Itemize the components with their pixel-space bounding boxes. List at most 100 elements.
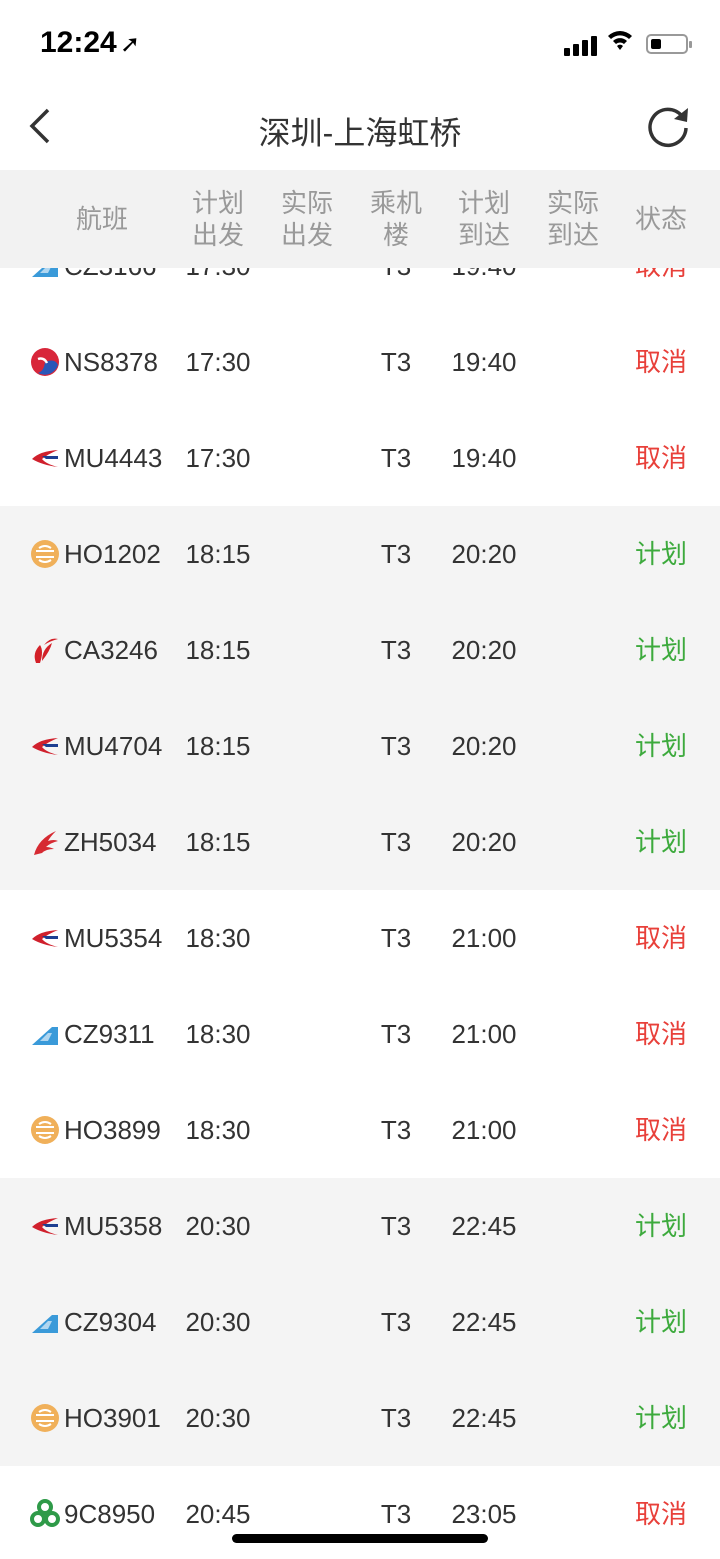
flight-row[interactable]: NS8378 17:30 T3 19:40 取消 <box>0 314 720 410</box>
status-badge: 计划 <box>634 827 687 857</box>
terminal: T3 <box>380 635 412 665</box>
plan-arrival: 19:40 <box>434 268 534 314</box>
flight-row[interactable]: HO1202 18:15 T3 20:20 计划 <box>0 506 720 602</box>
plan-arrival: 21:00 <box>451 923 517 953</box>
plan-arrival: 20:20 <box>451 635 517 665</box>
plan-departure: 20:30 <box>185 1403 251 1433</box>
battery-icon <box>646 34 692 54</box>
china-southern-logo-icon <box>30 1307 60 1337</box>
plan-arrival: 20:20 <box>451 539 517 569</box>
plan-arrival: 22:45 <box>451 1307 517 1337</box>
shenzhen-logo-icon <box>30 827 60 857</box>
col-terminal-label: 乘机楼 <box>369 188 422 250</box>
col-actual-arr: 实际到达 <box>533 170 613 268</box>
plan-departure: 18:15 <box>185 827 251 857</box>
status-badge: 取消 <box>634 1019 687 1049</box>
col-plan-dep-label: 计划出发 <box>191 188 244 250</box>
china-eastern-logo-icon <box>30 731 60 761</box>
flight-row[interactable]: HO3899 18:30 T3 21:00 取消 <box>0 1082 720 1178</box>
table-header: 航班 计划出发 实际出发 乘机楼 计划到达 实际到达 状态 <box>0 170 720 268</box>
col-status-label: 状态 <box>634 204 687 234</box>
flight-row[interactable]: MU4443 17:30 T3 19:40 取消 <box>0 410 720 506</box>
flight-code: 9C8950 <box>64 1499 156 1529</box>
flight-row[interactable]: CA3246 18:15 T3 20:20 计划 <box>0 602 720 698</box>
flight-code: MU5354 <box>64 923 163 953</box>
flight-row[interactable]: CZ9304 20:30 T3 22:45 计划 <box>0 1274 720 1370</box>
col-actual-arr-label: 实际到达 <box>546 188 599 250</box>
status-badge: 取消 <box>634 923 687 953</box>
hainan-logo-icon <box>30 347 60 377</box>
terminal: T3 <box>380 1115 412 1145</box>
status-bar: 12:24 ➚ <box>0 0 720 88</box>
terminal: T3 <box>380 731 412 761</box>
terminal: T3 <box>380 827 412 857</box>
plan-arrival: 21:00 <box>451 1019 517 1049</box>
flight-code: MU4704 <box>64 731 163 761</box>
flight-code: HO3899 <box>64 1115 161 1145</box>
flight-code: HO3901 <box>64 1403 161 1433</box>
status-badge: 取消 <box>634 1115 687 1145</box>
flight-row[interactable]: MU5354 18:30 T3 21:00 取消 <box>0 890 720 986</box>
china-southern-logo-icon <box>30 1019 60 1049</box>
status-badge: 计划 <box>634 731 687 761</box>
flight-row[interactable]: MU4704 18:15 T3 20:20 计划 <box>0 698 720 794</box>
home-indicator[interactable] <box>232 1534 488 1543</box>
plan-arrival: 20:20 <box>451 827 517 857</box>
flight-code: ZH5034 <box>64 827 157 857</box>
terminal: T3 <box>346 268 446 314</box>
status-badge: 计划 <box>634 1403 687 1433</box>
nav-bar: 深圳-上海虹桥 <box>0 88 720 170</box>
terminal: T3 <box>380 347 412 377</box>
flight-row[interactable]: HO3901 20:30 T3 22:45 计划 <box>0 1370 720 1466</box>
location-arrow-icon: ➚ <box>120 31 141 58</box>
terminal: T3 <box>380 1307 412 1337</box>
flight-row[interactable]: 9C8950 20:45 T3 23:05 取消 <box>0 1466 720 1559</box>
col-flight: 航班 <box>62 170 142 268</box>
status-badge: 计划 <box>634 1307 687 1337</box>
refresh-icon <box>648 107 688 148</box>
plan-departure: 17:30 <box>168 268 268 314</box>
refresh-button[interactable] <box>644 102 692 150</box>
flight-row[interactable]: MU5358 20:30 T3 22:45 计划 <box>0 1178 720 1274</box>
col-plan-arr-label: 计划到达 <box>457 188 510 250</box>
flight-row[interactable]: ZH5034 18:15 T3 20:20 计划 <box>0 794 720 890</box>
flight-code: MU5358 <box>64 1211 163 1241</box>
juneyao-logo-icon <box>30 1115 60 1145</box>
plan-departure: 20:30 <box>185 1307 251 1337</box>
flight-row[interactable]: CZ9311 18:30 T3 21:00 取消 <box>0 986 720 1082</box>
china-eastern-logo-icon <box>30 443 60 473</box>
status-badge: 计划 <box>634 539 687 569</box>
status-badge: 取消 <box>634 443 687 473</box>
col-terminal: 乘机楼 <box>356 170 436 268</box>
flight-code: CA3246 <box>64 635 158 665</box>
plan-arrival: 20:20 <box>451 731 517 761</box>
status-badge: 取消 <box>634 347 687 377</box>
flight-code: CZ3166 <box>64 268 157 314</box>
col-actual-dep: 实际出发 <box>267 170 347 268</box>
air-china-logo-icon <box>30 635 60 665</box>
terminal: T3 <box>380 1403 412 1433</box>
plan-departure: 20:30 <box>185 1211 251 1241</box>
plan-arrival: 19:40 <box>451 443 517 473</box>
col-flight-label: 航班 <box>75 204 128 234</box>
chevron-left-icon <box>29 108 50 144</box>
status-badge: 取消 <box>634 1499 687 1529</box>
spring-logo-icon <box>30 1499 60 1529</box>
col-actual-dep-label: 实际出发 <box>280 188 333 250</box>
plan-departure: 18:15 <box>185 635 251 665</box>
signal-icon <box>564 36 597 56</box>
status-time: 12:24 <box>40 26 117 59</box>
flight-code: NS8378 <box>64 347 158 377</box>
china-eastern-logo-icon <box>30 923 60 953</box>
flight-list[interactable]: CZ316617:30T319:40取消NS837817:30T319:40取消… <box>0 268 720 1559</box>
juneyao-logo-icon <box>30 539 60 569</box>
col-plan-dep: 计划出发 <box>178 170 258 268</box>
terminal: T3 <box>380 1019 412 1049</box>
plan-departure: 20:45 <box>185 1499 251 1529</box>
col-status: 状态 <box>621 170 701 268</box>
plan-arrival: 22:45 <box>451 1211 517 1241</box>
china-eastern-logo-icon <box>30 1211 60 1241</box>
terminal: T3 <box>380 443 412 473</box>
back-button[interactable] <box>26 104 56 156</box>
